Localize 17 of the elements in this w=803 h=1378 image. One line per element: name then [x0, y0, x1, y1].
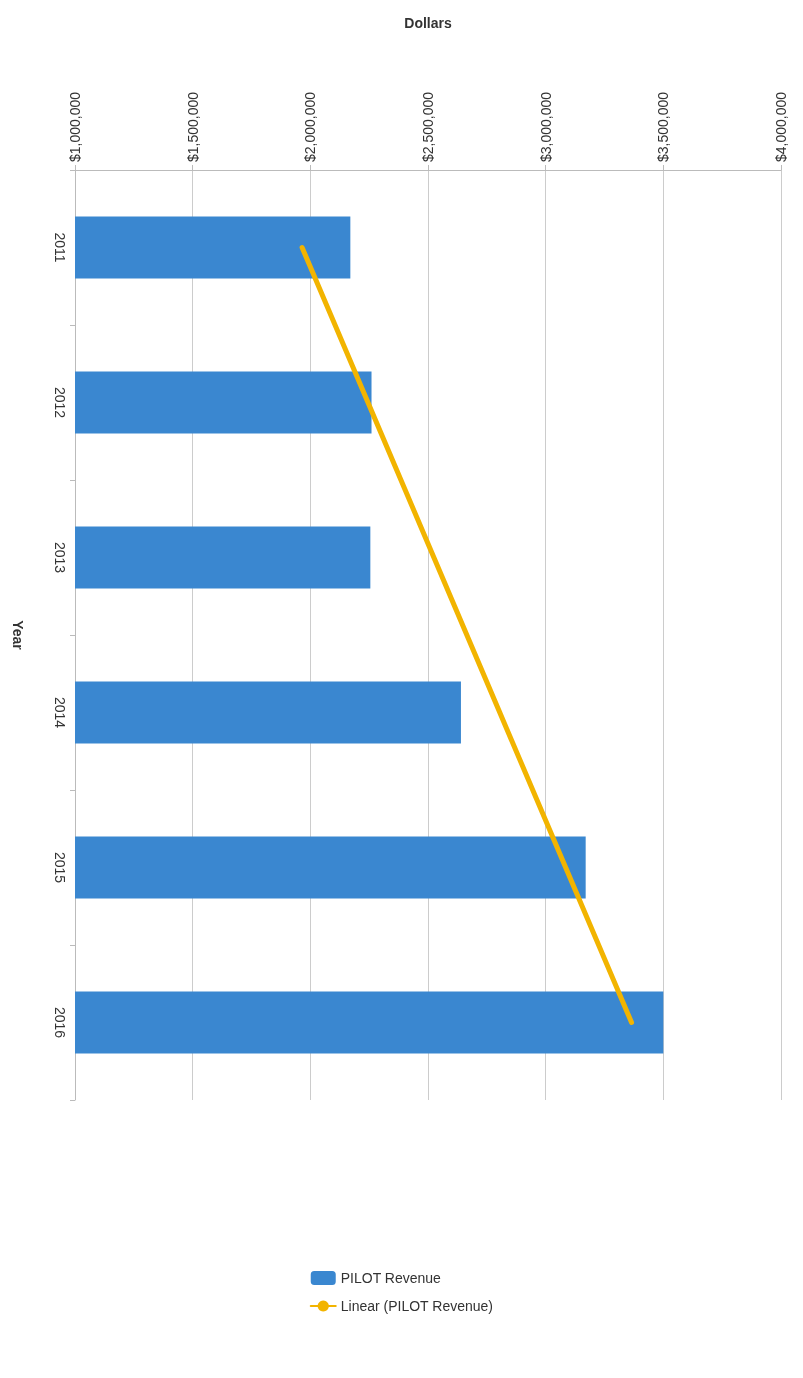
- x-tick-label: $1,500,000: [184, 91, 201, 162]
- x-axis-title: Dollars: [404, 15, 452, 31]
- y-tick-label: 2011: [52, 232, 68, 263]
- x-tick-label: $4,000,000: [773, 91, 789, 162]
- y-tick-label: 2013: [52, 541, 68, 574]
- x-tick-label: $2,000,000: [302, 91, 319, 162]
- x-tick-label: $3,000,000: [537, 91, 554, 162]
- legend-label: PILOT Revenue: [340, 1270, 442, 1286]
- x-tick-label: $3,500,000: [655, 91, 672, 162]
- y-tick-label: 2015: [52, 851, 68, 884]
- y-tick-label: 2016: [52, 1006, 68, 1039]
- y-tick-label: 2014: [52, 696, 68, 729]
- y-tick-label: 2012: [52, 386, 68, 419]
- x-tick-label: $2,500,000: [420, 91, 436, 162]
- x-tick-label: $1,000,000: [67, 91, 83, 162]
- y-axis-title: Year: [10, 620, 26, 651]
- legend-label: Linear (PILOT Revenue): [340, 1298, 494, 1314]
